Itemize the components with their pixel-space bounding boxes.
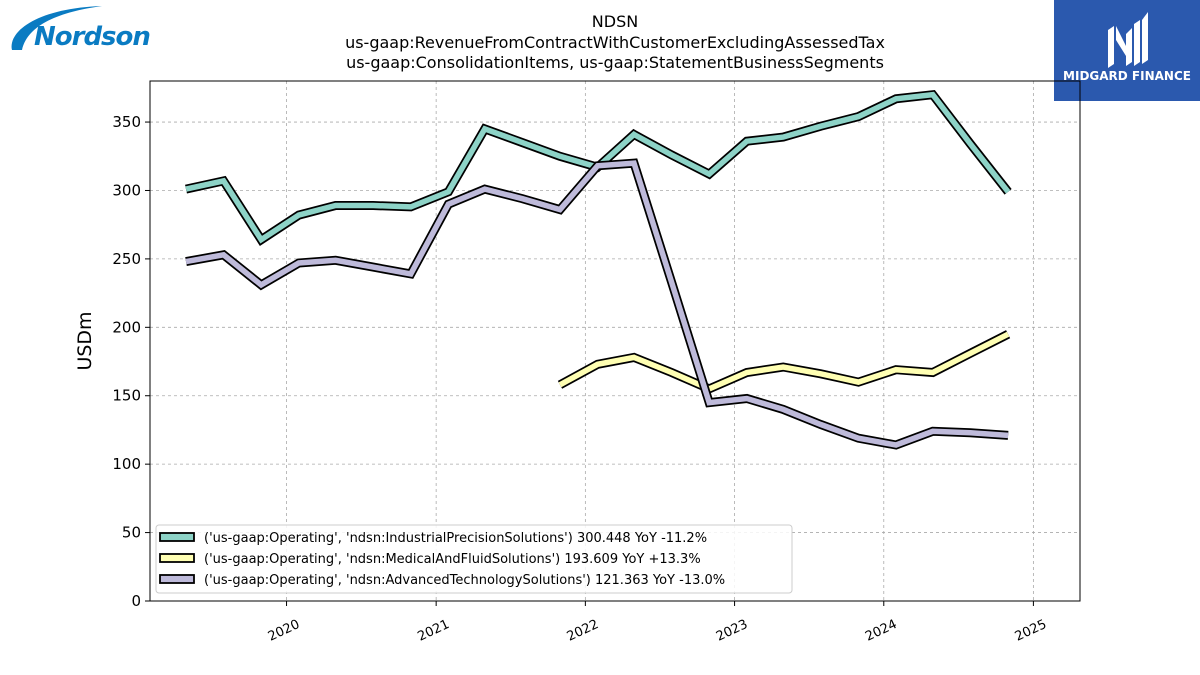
- y-tick-label: 100: [112, 455, 141, 473]
- nordson-swoosh-icon: [11, 6, 102, 50]
- legend-swatch-1: [159, 553, 195, 563]
- y-axis-ticks: 0 50 100 150 200 250 300 350: [112, 113, 150, 610]
- y-tick-label: 250: [112, 250, 141, 268]
- grid-lines: [150, 81, 1080, 601]
- y-tick-label: 150: [112, 387, 141, 405]
- x-tick-label: 2024: [863, 617, 899, 645]
- series-outline-2: [185, 158, 1009, 450]
- midgard-finance-logo: MIDGARD FINANCE: [1054, 0, 1200, 101]
- legend-swatch-0: [159, 532, 195, 542]
- chart-subtitle-line-2: us-gaap:ConsolidationItems, us-gaap:Stat…: [346, 53, 884, 72]
- x-tick-label: 2021: [416, 617, 452, 645]
- x-tick-label: 2020: [266, 617, 302, 645]
- x-tick-label: 2023: [714, 617, 750, 645]
- x-axis-ticks: 2020 2021 2022 2023 2024 2025: [266, 601, 1049, 645]
- series-line-1: [558, 331, 1010, 392]
- series-line-2: [185, 160, 1009, 448]
- x-tick-label: 2022: [565, 617, 601, 645]
- chart-subtitle-line-1: us-gaap:RevenueFromContractWithCustomerE…: [345, 33, 885, 52]
- y-tick-label: 200: [112, 318, 141, 336]
- y-tick-label: 50: [122, 524, 141, 542]
- series-outline-1: [557, 330, 1011, 394]
- legend-entry-1: ('us-gaap:Operating', 'ndsn:MedicalAndFl…: [204, 552, 701, 567]
- legend-entry-0: ('us-gaap:Operating', 'ndsn:IndustrialPr…: [204, 531, 707, 546]
- legend: ('us-gaap:Operating', 'ndsn:IndustrialPr…: [155, 524, 793, 594]
- y-tick-label: 0: [131, 592, 141, 610]
- legend-box: [155, 524, 793, 594]
- chart-title: NDSN: [591, 12, 639, 31]
- series-lines: [185, 89, 1012, 450]
- x-tick-label: 2025: [1013, 617, 1049, 645]
- midgard-brand-text: MIDGARD FINANCE: [1063, 69, 1191, 83]
- y-tick-label: 350: [112, 113, 141, 131]
- plot-frame: [149, 80, 1081, 602]
- legend-swatch-2: [159, 574, 195, 584]
- y-axis-label: USDm: [74, 311, 96, 370]
- legend-entry-2: ('us-gaap:Operating', 'ndsn:AdvancedTech…: [204, 573, 725, 588]
- nordson-logo: Nordson: [0, 0, 151, 60]
- nordson-brand-text: Nordson: [34, 22, 151, 52]
- y-tick-label: 300: [112, 181, 141, 199]
- midgard-monogram-icon: [1108, 12, 1148, 68]
